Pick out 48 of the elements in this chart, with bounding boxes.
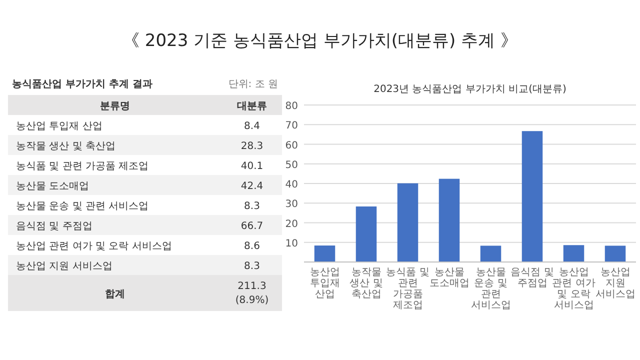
y-tick-label: 10	[285, 238, 298, 250]
data-label: 8.6	[244, 241, 260, 252]
text: 합계	[105, 289, 125, 300]
text: 대분류	[237, 101, 267, 112]
category-label: 농산업 투입재 산업	[16, 121, 102, 132]
text: 농식품산업 부가가치 추계 결과	[12, 79, 152, 90]
bar	[438, 178, 460, 262]
bar	[563, 245, 584, 262]
x-tick-label: 농산물 운송 및 관련 서비스업	[470, 267, 511, 311]
y-tick-label: 30	[285, 199, 298, 210]
x-tick-label: 농산물 도소매업	[429, 267, 470, 289]
category-label: 농식품 및 관련 가공품 제조업	[16, 161, 149, 172]
category-label: 농산업 관련 여가 및 오락 서비스업	[16, 241, 172, 252]
data-label: 42.4	[240, 181, 264, 192]
text: 단위: 조 원	[228, 79, 278, 90]
bar	[480, 246, 502, 262]
x-tick-label: 농산업 관련 여가 및 오락 서비스업	[552, 267, 596, 311]
data-label: 8.3	[244, 201, 260, 212]
bar	[397, 183, 418, 262]
bar	[522, 131, 543, 262]
y-tick-label: 70	[285, 120, 298, 132]
y-tick-label: 80	[285, 101, 298, 112]
x-tick-label: 농산업 투입재 산업	[310, 267, 340, 300]
x-tick-label: 농작물 생산 및 축산업	[350, 267, 383, 300]
category-label: 음식점 및 주점업	[16, 221, 92, 232]
x-tick-label: 농식품 및 관련 가공품 제조업	[386, 267, 430, 311]
text: 《 2023 기준 농식품산업 부가가치(대분류) 추계 》	[122, 31, 518, 51]
x-tick-label: 농산업 지원 서비스업	[595, 267, 636, 300]
x-tick-label: 음식점 및 주점업	[510, 267, 554, 289]
y-tick-label: 20	[285, 218, 298, 230]
category-label: 농산물 운송 및 관련 서비스업	[16, 201, 149, 212]
bar	[604, 246, 626, 262]
data-label: 40.1	[240, 161, 264, 172]
category-label: 농산물 도소매업	[16, 181, 90, 192]
data-label: 8.4	[244, 121, 260, 132]
y-tick-label: 60	[285, 140, 298, 152]
category-label: 농작물 생산 및 축산업	[16, 141, 116, 152]
y-tick-label: 50	[285, 160, 298, 171]
text: 211.3	[238, 281, 266, 292]
y-tick-label: 40	[285, 180, 298, 190]
text: (8.9%)	[235, 295, 269, 306]
data-label: 28.3	[240, 141, 264, 152]
data-label: 8.3	[244, 261, 260, 272]
data-label: 66.7	[240, 221, 264, 232]
bar	[314, 246, 336, 262]
text: 분류명	[100, 101, 130, 112]
chart-title: 2023년 농식품산업 부가가치 비교(대분류)	[374, 84, 566, 95]
bar	[356, 206, 377, 262]
